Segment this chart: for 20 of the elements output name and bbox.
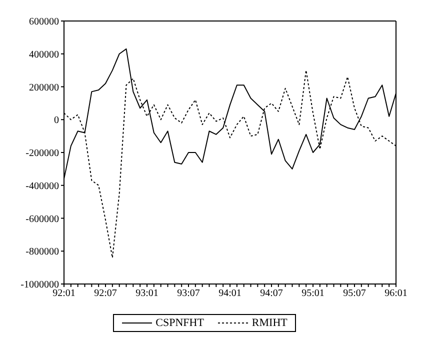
x-tick-label: 93:01 xyxy=(136,288,158,300)
x-tick-label: 95:07 xyxy=(343,288,366,300)
x-tick-label: 94:01 xyxy=(218,288,242,300)
y-tick-label: -600000 xyxy=(26,214,59,225)
y-tick-label: -200000 xyxy=(26,148,59,160)
y-tick-label: -800000 xyxy=(26,246,59,258)
y-tick-label: -1000000 xyxy=(20,280,59,291)
x-tick-label: 96:01 xyxy=(384,288,408,300)
y-tick-label: 200000 xyxy=(29,82,59,94)
y-tick-label: 0 xyxy=(54,115,59,126)
y-tick-label: 400000 xyxy=(29,49,59,60)
x-tick-label: 95:01 xyxy=(302,288,324,300)
x-tick-label: 92:01 xyxy=(52,288,76,300)
x-tick-label: 94:07 xyxy=(260,288,283,300)
y-tick-label: 600000 xyxy=(29,16,59,28)
x-tick-label: 93:07 xyxy=(177,288,200,300)
legend-label: RMIHT xyxy=(252,317,288,329)
y-tick-label: -400000 xyxy=(26,180,59,192)
legend-label: CSPNFHT xyxy=(156,317,204,329)
x-tick-label: 92:07 xyxy=(94,288,117,300)
